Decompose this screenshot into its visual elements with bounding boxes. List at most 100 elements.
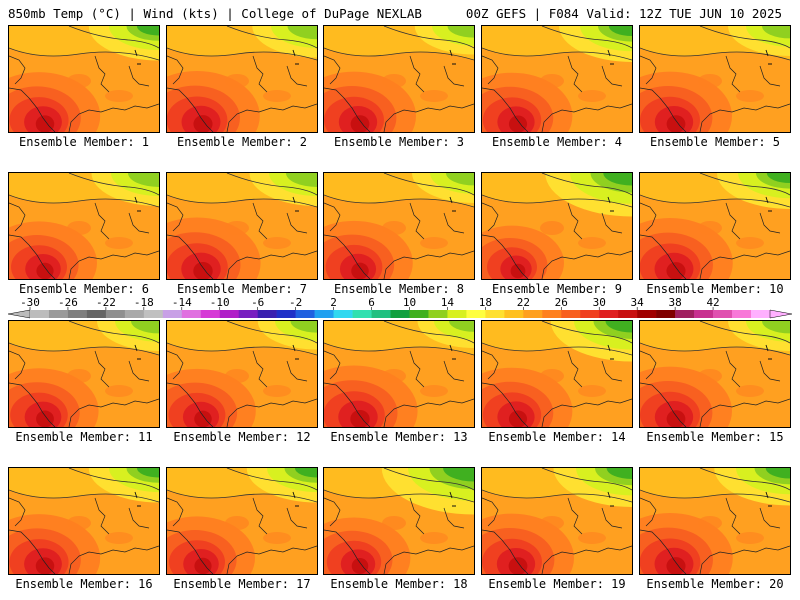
colorbar-segment [428, 310, 448, 318]
colorbar-segment [466, 310, 486, 318]
ensemble-member-label: Ensemble Member: 9 [491, 282, 623, 296]
ensemble-member-label: Ensemble Member: 6 [18, 282, 150, 296]
colorbar-segment [314, 310, 334, 318]
ensemble-member-label: Ensemble Member: 8 [333, 282, 465, 296]
temperature-field [9, 321, 159, 427]
colorbar-segment [371, 310, 391, 318]
colorbar-segment [637, 310, 657, 318]
ensemble-member-label: Ensemble Member: 2 [176, 135, 308, 149]
colorbar-tick-label: 38 [669, 296, 682, 309]
ensemble-member-map [639, 25, 791, 133]
colorbar-tick-label: -30 [20, 296, 40, 309]
colorbar-segment [124, 310, 145, 318]
ensemble-member-label: Ensemble Member: 4 [491, 135, 623, 149]
temperature-field [482, 321, 632, 427]
temperature-field [167, 468, 317, 574]
ensemble-member-label: Ensemble Member: 16 [15, 577, 153, 591]
ensemble-member-label: Ensemble Member: 11 [15, 430, 153, 444]
colorbar-segment [656, 310, 676, 318]
colorbar-segment [295, 310, 315, 318]
colorbar-tick-label: 2 [330, 296, 337, 309]
colorbar-segment [447, 310, 467, 318]
ensemble-member-map [166, 25, 318, 133]
colorbar-tick-label: -10 [210, 296, 230, 309]
colorbar-tick-label: -26 [58, 296, 78, 309]
ensemble-member-map [8, 320, 160, 428]
ensemble-member-map [323, 467, 475, 575]
ensemble-member-map [166, 467, 318, 575]
ensemble-member-label: Ensemble Member: 15 [646, 430, 784, 444]
ensemble-member-label: Ensemble Member: 5 [649, 135, 781, 149]
colorbar-segment [200, 310, 221, 318]
temperature-field [9, 173, 159, 279]
temperature-field [482, 173, 632, 279]
colorbar-segment [580, 310, 600, 318]
colorbar-segment [67, 310, 88, 318]
temperature-field [482, 468, 632, 574]
ensemble-member-map [639, 172, 791, 280]
colorbar-segment [694, 310, 714, 318]
ensemble-member-map [481, 467, 633, 575]
colorbar-segment [48, 310, 69, 318]
colorbar-segment [751, 310, 771, 318]
colorbar-segment [599, 310, 619, 318]
ensemble-member-map [323, 320, 475, 428]
temperature-field [482, 26, 632, 132]
colorbar-segment [219, 310, 240, 318]
ensemble-member-map [323, 25, 475, 133]
model-valid-time: 00Z GEFS | F084 Valid: 12Z TUE JUN 10 20… [465, 6, 782, 21]
colorbar-segment [143, 310, 164, 318]
ensemble-member-map [166, 172, 318, 280]
colorbar-segment [713, 310, 733, 318]
temperature-field [640, 173, 790, 279]
ensemble-member-label: Ensemble Member: 12 [173, 430, 311, 444]
temperature-field [640, 468, 790, 574]
ensemble-member-label: Ensemble Member: 14 [488, 430, 626, 444]
ensemble-member-map [323, 172, 475, 280]
temperature-field [167, 26, 317, 132]
temperature-field [324, 321, 474, 427]
colorbar-segment [30, 310, 50, 318]
temperature-field [167, 321, 317, 427]
colorbar-segment [485, 310, 505, 318]
colorbar-arrow-right [769, 309, 792, 319]
colorbar-tick-label: 14 [441, 296, 455, 309]
temperature-colorbar: -30 -26 -22 -18 -14 -10 -6 -2 2 6 10 14 18 22 26 30 34 38… [8, 296, 792, 319]
temperature-field [167, 173, 317, 279]
colorbar-segment [162, 310, 183, 318]
temperature-field [9, 468, 159, 574]
colorbar-tick-label: 18 [479, 296, 492, 309]
ensemble-member-label: Ensemble Member: 19 [488, 577, 626, 591]
ensemble-member-label: Ensemble Member: 3 [333, 135, 465, 149]
ensemble-member-label: Ensemble Member: 18 [330, 577, 468, 591]
colorbar-segment [86, 310, 107, 318]
colorbar-tick-label: 30 [593, 296, 606, 309]
ensemble-member-map [8, 467, 160, 575]
colorbar-segment [732, 310, 752, 318]
colorbar-segment [238, 310, 258, 318]
colorbar-tick-label: 10 [403, 296, 416, 309]
colorbar-segment [675, 310, 695, 318]
colorbar-segment [523, 310, 543, 318]
colorbar-segment [105, 310, 126, 318]
temperature-field [640, 321, 790, 427]
ensemble-member-map [8, 172, 160, 280]
ensemble-member-label: Ensemble Member: 1 [18, 135, 150, 149]
ensemble-member-label: Ensemble Member: 20 [646, 577, 784, 591]
temperature-field [324, 468, 474, 574]
colorbar-tick-label: -14 [172, 296, 192, 309]
colorbar-tick-label: -6 [251, 296, 264, 309]
colorbar-tick-label: -22 [96, 296, 116, 309]
colorbar-segment [257, 310, 277, 318]
ensemble-member-label: Ensemble Member: 10 [646, 282, 784, 296]
colorbar-segment [504, 310, 524, 318]
ensemble-member-label: Ensemble Member: 7 [176, 282, 308, 296]
ensemble-member-map [639, 467, 791, 575]
colorbar-segment [561, 310, 581, 318]
ensemble-member-map [166, 320, 318, 428]
colorbar-segment [618, 310, 638, 318]
ensemble-member-label: Ensemble Member: 13 [330, 430, 468, 444]
ensemble-member-map [481, 172, 633, 280]
colorbar-arrow-left [8, 309, 31, 319]
ensemble-member-map [639, 320, 791, 428]
